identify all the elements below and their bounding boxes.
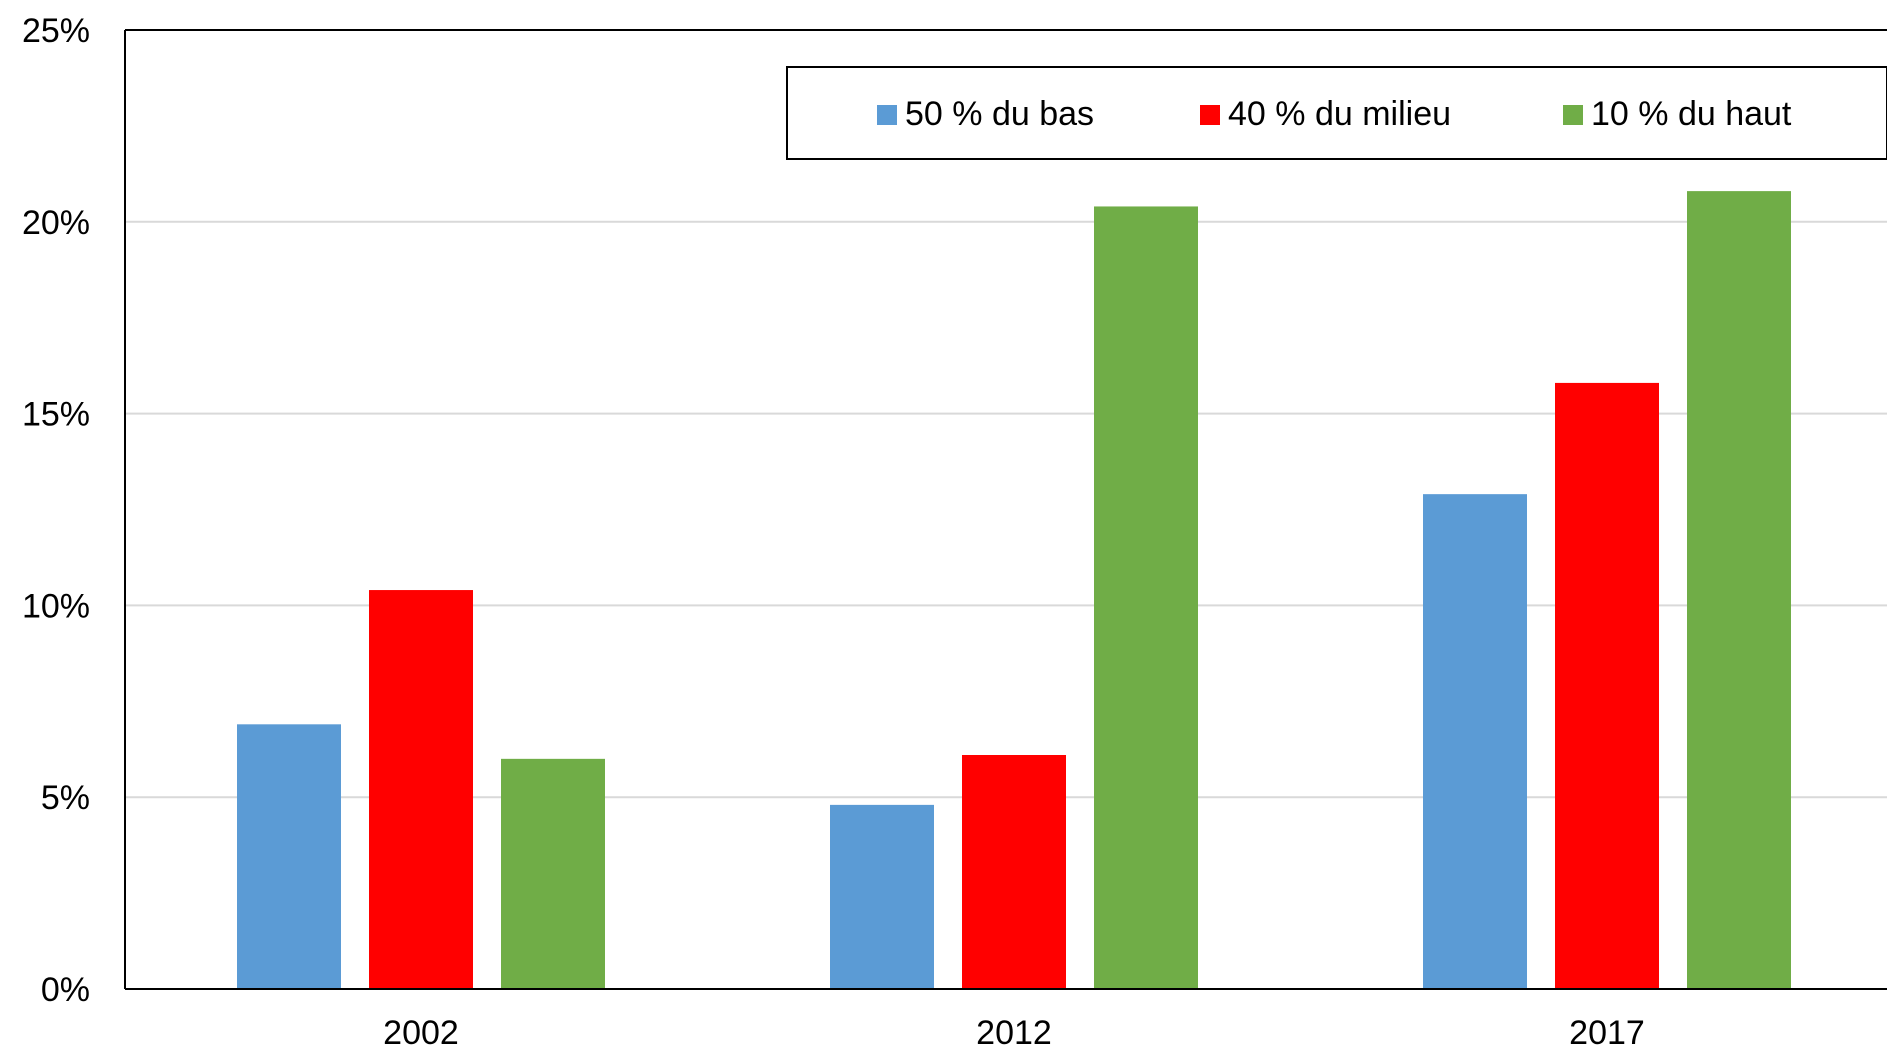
- x-tick-label: 2002: [383, 1014, 459, 1049]
- y-tick-label: 25%: [22, 12, 90, 50]
- bar-2002-series-0: [237, 724, 341, 989]
- bar-2012-series-0: [830, 804, 934, 989]
- legend: 50 % du bas 40 % du milieu 10 % du haut: [786, 66, 1887, 160]
- x-tick-label: 2017: [1569, 1014, 1645, 1049]
- legend-label: 10 % du haut: [1591, 95, 1792, 133]
- legend-swatch: [1200, 105, 1220, 125]
- legend-box: [786, 66, 1887, 160]
- axes: [124, 29, 1887, 990]
- y-tick-label: 0%: [41, 971, 90, 1009]
- y-tick-label: 15%: [22, 396, 90, 434]
- bar-2002-series-1: [369, 590, 473, 989]
- bar-2012-series-1: [962, 755, 1066, 989]
- bar-2017-series-0: [1423, 494, 1527, 989]
- x-tick-label: 2012: [976, 1014, 1052, 1049]
- bar-2012-series-2: [1094, 206, 1198, 989]
- legend-swatch: [1563, 105, 1583, 125]
- bar-2002-series-2: [501, 758, 605, 989]
- x-tick-labels: 2002 2012 2017: [383, 1014, 1645, 1049]
- bars: [237, 191, 1791, 989]
- bar-2017-series-2: [1687, 191, 1791, 989]
- y-tick-label: 10%: [22, 587, 90, 625]
- legend-swatch: [877, 105, 897, 125]
- y-tick-label: 20%: [22, 204, 90, 242]
- bar-2017-series-1: [1555, 382, 1659, 989]
- y-tick-labels: 0% 5% 10% 15% 20% 25%: [22, 12, 90, 1009]
- legend-label: 50 % du bas: [905, 95, 1094, 133]
- legend-label: 40 % du milieu: [1228, 95, 1451, 133]
- y-tick-label: 5%: [41, 779, 90, 817]
